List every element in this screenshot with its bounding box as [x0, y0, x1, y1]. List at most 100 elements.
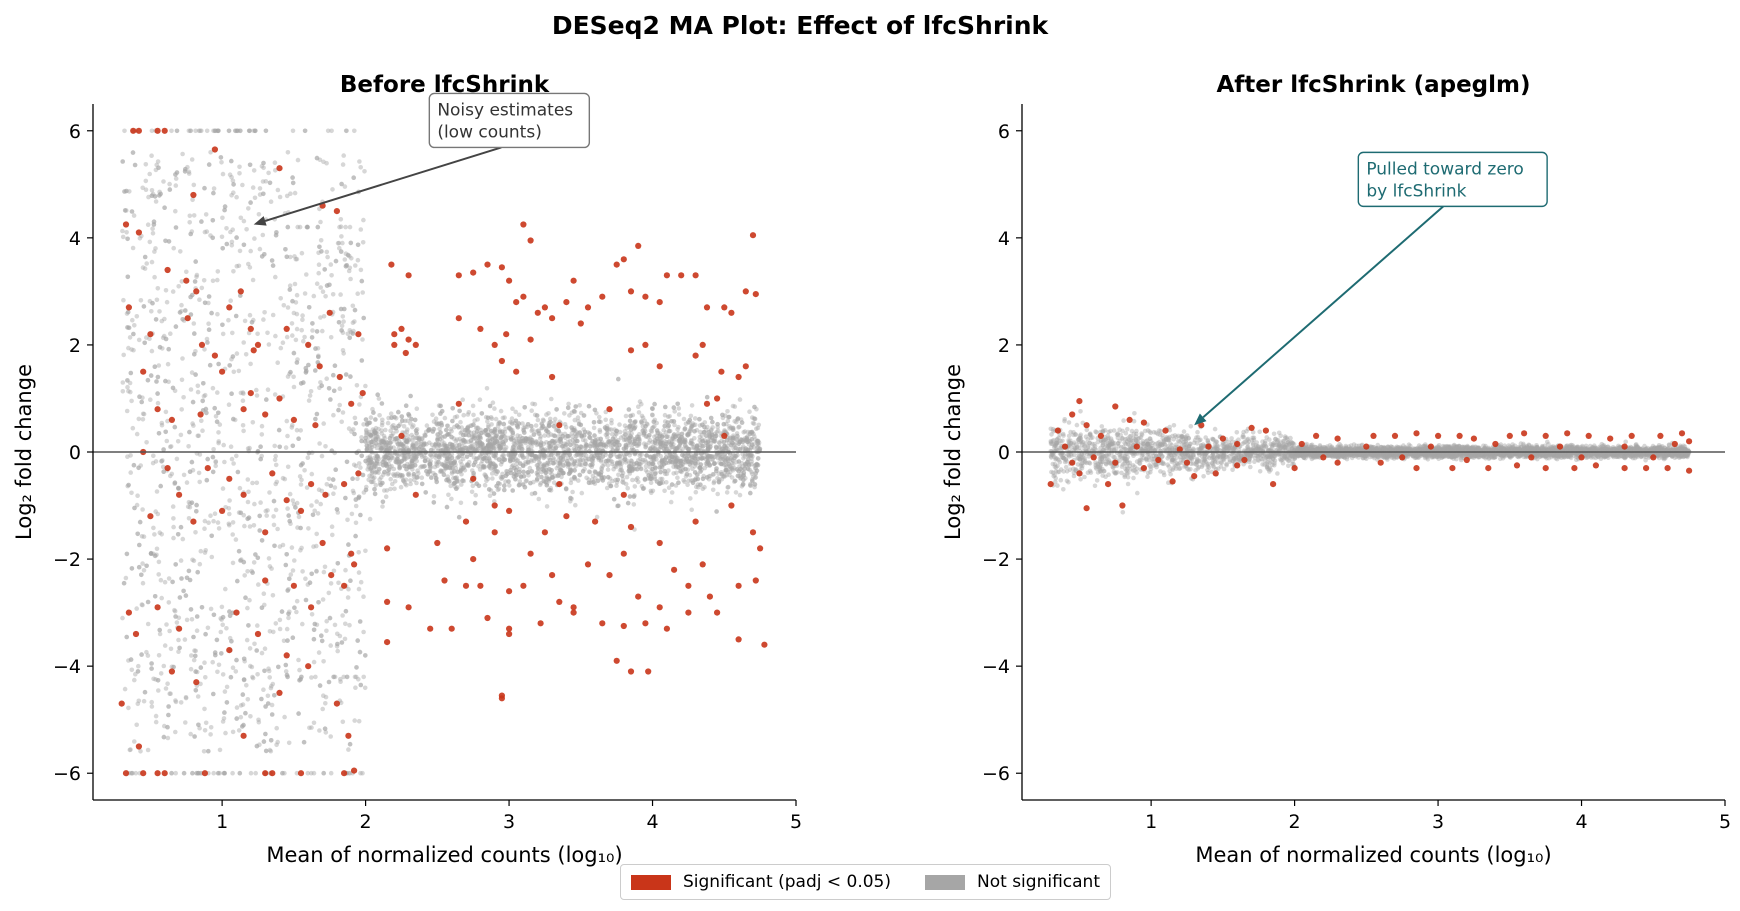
nonsig-point: [144, 261, 149, 266]
nonsig-point: [609, 417, 614, 423]
nonsig-point: [500, 415, 506, 421]
nonsig-point: [651, 419, 657, 425]
nonsig-point: [651, 457, 657, 463]
nonsig-point: [311, 293, 317, 299]
nonsig-point: [755, 425, 761, 431]
nonsig-point: [697, 438, 702, 443]
nonsig-point: [123, 575, 129, 581]
nonsig-point: [540, 466, 545, 472]
nonsig-point: [675, 401, 680, 407]
nonsig-point: [190, 557, 195, 563]
nonsig-point: [295, 357, 300, 362]
nonsig-point: [541, 418, 546, 424]
nonsig-point: [219, 160, 224, 165]
nonsig-point: [210, 469, 216, 475]
nonsig-point: [667, 428, 673, 434]
nonsig-point: [442, 415, 448, 421]
nonsig-point: [131, 462, 137, 468]
nonsig-point: [305, 455, 311, 461]
nonsig-point: [700, 476, 706, 482]
nonsig-point: [405, 455, 411, 460]
nonsig-point: [648, 480, 654, 486]
nonsig-point: [136, 698, 142, 704]
nonsig-point: [357, 402, 362, 407]
nonsig-point: [164, 438, 170, 444]
nonsig-point: [337, 633, 343, 639]
nonsig-point: [314, 499, 320, 504]
nonsig-point: [626, 424, 632, 430]
nonsig-point: [313, 416, 318, 422]
nonsig-point: [255, 672, 260, 677]
nonsig-point: [465, 426, 470, 431]
nonsig-point: [419, 475, 425, 481]
nonsig-point: [216, 361, 221, 367]
nonsig-point: [373, 469, 379, 475]
nonsig-point: [364, 484, 369, 490]
nonsig-point: [408, 478, 413, 483]
nonsig-point: [218, 629, 224, 635]
nonsig-point: [373, 482, 379, 488]
nonsig-point: [216, 430, 221, 435]
nonsig-point: [184, 269, 189, 275]
nonsig-point: [423, 455, 428, 461]
nonsig-point: [512, 420, 518, 426]
nonsig-point: [524, 478, 529, 483]
nonsig-point: [573, 502, 578, 508]
nonsig-point: [285, 464, 291, 470]
nonsig-point: [183, 695, 189, 701]
nonsig-point: [174, 128, 180, 134]
nonsig-point: [314, 411, 320, 417]
nonsig-point: [294, 256, 300, 262]
nonsig-point: [175, 439, 181, 444]
nonsig-point: [137, 542, 142, 548]
nonsig-point: [723, 445, 729, 451]
nonsig-point: [748, 430, 753, 435]
nonsig-point: [749, 437, 754, 442]
nonsig-point: [210, 278, 216, 284]
nonsig-point: [130, 245, 136, 251]
nonsig-point: [537, 436, 543, 441]
nonsig-point: [446, 431, 452, 437]
nonsig-point: [187, 577, 193, 583]
nonsig-point: [698, 482, 703, 488]
nonsig-point: [224, 226, 229, 231]
nonsig-point: [379, 428, 384, 433]
nonsig-point: [186, 171, 192, 176]
nonsig-point: [263, 128, 269, 134]
nonsig-point: [439, 469, 444, 474]
nonsig-point: [401, 424, 407, 429]
nonsig-point: [298, 548, 303, 553]
nonsig-point: [328, 734, 334, 739]
nonsig-point: [309, 675, 314, 680]
nonsig-point: [166, 346, 171, 352]
nonsig-point: [595, 478, 601, 484]
nonsig-point: [183, 695, 189, 700]
nonsig-point: [186, 516, 192, 521]
nonsig-point: [375, 392, 381, 398]
nonsig-point: [750, 478, 755, 484]
nonsig-point: [306, 362, 311, 368]
nonsig-point: [458, 500, 464, 506]
nonsig-point: [509, 436, 514, 442]
nonsig-point: [474, 456, 479, 461]
nonsig-point: [353, 674, 359, 680]
nonsig-point: [202, 660, 207, 665]
nonsig-point: [173, 699, 179, 705]
nonsig-point: [370, 460, 375, 466]
nonsig-point: [486, 447, 492, 453]
nonsig-point: [637, 461, 642, 467]
nonsig-point: [332, 622, 338, 628]
nonsig-point: [384, 452, 390, 458]
nonsig-point: [157, 309, 162, 314]
nonsig-point: [166, 600, 172, 605]
nonsig-point: [262, 310, 267, 315]
nonsig-point: [314, 568, 319, 574]
nonsig-point: [735, 416, 741, 421]
nonsig-point: [438, 468, 444, 473]
nonsig-point: [273, 507, 279, 513]
nonsig-point: [129, 209, 135, 214]
nonsig-point: [651, 454, 657, 460]
nonsig-point: [458, 419, 463, 425]
nonsig-point: [128, 657, 134, 662]
nonsig-point: [234, 263, 240, 269]
